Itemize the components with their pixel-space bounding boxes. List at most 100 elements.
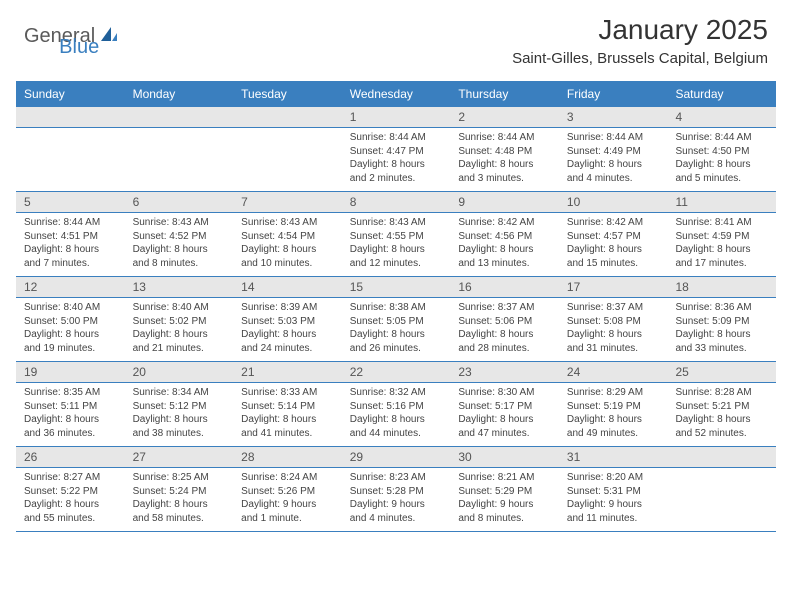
day-number: 26	[16, 447, 125, 467]
day-cell: Sunrise: 8:33 AMSunset: 5:14 PMDaylight:…	[233, 383, 342, 446]
sunrise-text: Sunrise: 8:44 AM	[350, 131, 443, 145]
daylight-text: Daylight: 8 hours and 10 minutes.	[241, 243, 334, 270]
day-cell: Sunrise: 8:36 AMSunset: 5:09 PMDaylight:…	[667, 298, 776, 361]
week-row: Sunrise: 8:44 AMSunset: 4:51 PMDaylight:…	[16, 213, 776, 277]
daylight-text: Daylight: 8 hours and 3 minutes.	[458, 158, 551, 185]
title-block: January 2025 Saint-Gilles, Brussels Capi…	[512, 14, 768, 67]
sunrise-text: Sunrise: 8:34 AM	[133, 386, 226, 400]
day-cell	[667, 468, 776, 531]
location: Saint-Gilles, Brussels Capital, Belgium	[512, 50, 768, 67]
day-cell: Sunrise: 8:38 AMSunset: 5:05 PMDaylight:…	[342, 298, 451, 361]
day-header-row: SundayMondayTuesdayWednesdayThursdayFrid…	[16, 81, 776, 107]
sunset-text: Sunset: 5:12 PM	[133, 400, 226, 414]
sunrise-text: Sunrise: 8:42 AM	[567, 216, 660, 230]
daylight-text: Daylight: 8 hours and 2 minutes.	[350, 158, 443, 185]
day-number: 9	[450, 192, 559, 212]
daylight-text: Daylight: 8 hours and 55 minutes.	[24, 498, 117, 525]
sunset-text: Sunset: 4:55 PM	[350, 230, 443, 244]
day-number: 20	[125, 362, 234, 382]
daynum-row: 1234	[16, 107, 776, 128]
sunset-text: Sunset: 5:09 PM	[675, 315, 768, 329]
week-row: Sunrise: 8:44 AMSunset: 4:47 PMDaylight:…	[16, 128, 776, 192]
day-header: Saturday	[667, 81, 776, 107]
sunrise-text: Sunrise: 8:37 AM	[567, 301, 660, 315]
day-number: 6	[125, 192, 234, 212]
day-cell: Sunrise: 8:37 AMSunset: 5:08 PMDaylight:…	[559, 298, 668, 361]
day-number: 30	[450, 447, 559, 467]
day-number: 25	[667, 362, 776, 382]
day-cell: Sunrise: 8:21 AMSunset: 5:29 PMDaylight:…	[450, 468, 559, 531]
sunrise-text: Sunrise: 8:38 AM	[350, 301, 443, 315]
sunrise-text: Sunrise: 8:36 AM	[675, 301, 768, 315]
daynum-row: 19202122232425	[16, 362, 776, 383]
day-header: Monday	[125, 81, 234, 107]
day-cell: Sunrise: 8:20 AMSunset: 5:31 PMDaylight:…	[559, 468, 668, 531]
sunset-text: Sunset: 5:21 PM	[675, 400, 768, 414]
daylight-text: Daylight: 8 hours and 33 minutes.	[675, 328, 768, 355]
daylight-text: Daylight: 8 hours and 26 minutes.	[350, 328, 443, 355]
day-number: 18	[667, 277, 776, 297]
daylight-text: Daylight: 8 hours and 21 minutes.	[133, 328, 226, 355]
sunset-text: Sunset: 4:50 PM	[675, 145, 768, 159]
sunset-text: Sunset: 4:56 PM	[458, 230, 551, 244]
day-cell	[16, 128, 125, 191]
sunrise-text: Sunrise: 8:40 AM	[24, 301, 117, 315]
day-number	[233, 107, 342, 127]
daylight-text: Daylight: 8 hours and 15 minutes.	[567, 243, 660, 270]
sunset-text: Sunset: 5:22 PM	[24, 485, 117, 499]
day-number: 23	[450, 362, 559, 382]
sunrise-text: Sunrise: 8:44 AM	[567, 131, 660, 145]
sunset-text: Sunset: 5:17 PM	[458, 400, 551, 414]
day-cell: Sunrise: 8:30 AMSunset: 5:17 PMDaylight:…	[450, 383, 559, 446]
weeks-container: 1234Sunrise: 8:44 AMSunset: 4:47 PMDayli…	[16, 107, 776, 532]
day-cell: Sunrise: 8:34 AMSunset: 5:12 PMDaylight:…	[125, 383, 234, 446]
day-cell: Sunrise: 8:40 AMSunset: 5:00 PMDaylight:…	[16, 298, 125, 361]
sunrise-text: Sunrise: 8:37 AM	[458, 301, 551, 315]
day-cell: Sunrise: 8:35 AMSunset: 5:11 PMDaylight:…	[16, 383, 125, 446]
sunrise-text: Sunrise: 8:32 AM	[350, 386, 443, 400]
day-number: 22	[342, 362, 451, 382]
daylight-text: Daylight: 8 hours and 24 minutes.	[241, 328, 334, 355]
day-number: 7	[233, 192, 342, 212]
day-number: 27	[125, 447, 234, 467]
sunrise-text: Sunrise: 8:28 AM	[675, 386, 768, 400]
week-row: Sunrise: 8:40 AMSunset: 5:00 PMDaylight:…	[16, 298, 776, 362]
day-header: Friday	[559, 81, 668, 107]
sunset-text: Sunset: 5:02 PM	[133, 315, 226, 329]
day-cell: Sunrise: 8:43 AMSunset: 4:54 PMDaylight:…	[233, 213, 342, 276]
day-cell: Sunrise: 8:43 AMSunset: 4:55 PMDaylight:…	[342, 213, 451, 276]
day-number: 19	[16, 362, 125, 382]
day-cell	[233, 128, 342, 191]
day-number: 15	[342, 277, 451, 297]
daylight-text: Daylight: 9 hours and 8 minutes.	[458, 498, 551, 525]
sunset-text: Sunset: 4:48 PM	[458, 145, 551, 159]
day-number	[125, 107, 234, 127]
sunrise-text: Sunrise: 8:35 AM	[24, 386, 117, 400]
daylight-text: Daylight: 8 hours and 4 minutes.	[567, 158, 660, 185]
sunset-text: Sunset: 4:59 PM	[675, 230, 768, 244]
day-number: 3	[559, 107, 668, 127]
month-title: January 2025	[512, 14, 768, 46]
daylight-text: Daylight: 8 hours and 58 minutes.	[133, 498, 226, 525]
day-number: 24	[559, 362, 668, 382]
sunset-text: Sunset: 4:47 PM	[350, 145, 443, 159]
day-cell: Sunrise: 8:24 AMSunset: 5:26 PMDaylight:…	[233, 468, 342, 531]
day-cell: Sunrise: 8:25 AMSunset: 5:24 PMDaylight:…	[125, 468, 234, 531]
day-number: 1	[342, 107, 451, 127]
sunset-text: Sunset: 5:26 PM	[241, 485, 334, 499]
daylight-text: Daylight: 8 hours and 5 minutes.	[675, 158, 768, 185]
sunset-text: Sunset: 4:51 PM	[24, 230, 117, 244]
daylight-text: Daylight: 8 hours and 8 minutes.	[133, 243, 226, 270]
day-cell: Sunrise: 8:44 AMSunset: 4:48 PMDaylight:…	[450, 128, 559, 191]
day-cell: Sunrise: 8:32 AMSunset: 5:16 PMDaylight:…	[342, 383, 451, 446]
day-cell: Sunrise: 8:44 AMSunset: 4:51 PMDaylight:…	[16, 213, 125, 276]
daylight-text: Daylight: 8 hours and 38 minutes.	[133, 413, 226, 440]
day-cell: Sunrise: 8:42 AMSunset: 4:57 PMDaylight:…	[559, 213, 668, 276]
day-number: 28	[233, 447, 342, 467]
daylight-text: Daylight: 8 hours and 36 minutes.	[24, 413, 117, 440]
header: General Blue January 2025 Saint-Gilles, …	[0, 0, 792, 73]
sunrise-text: Sunrise: 8:23 AM	[350, 471, 443, 485]
logo-sail-icon	[99, 25, 119, 48]
day-number: 12	[16, 277, 125, 297]
sunset-text: Sunset: 5:11 PM	[24, 400, 117, 414]
